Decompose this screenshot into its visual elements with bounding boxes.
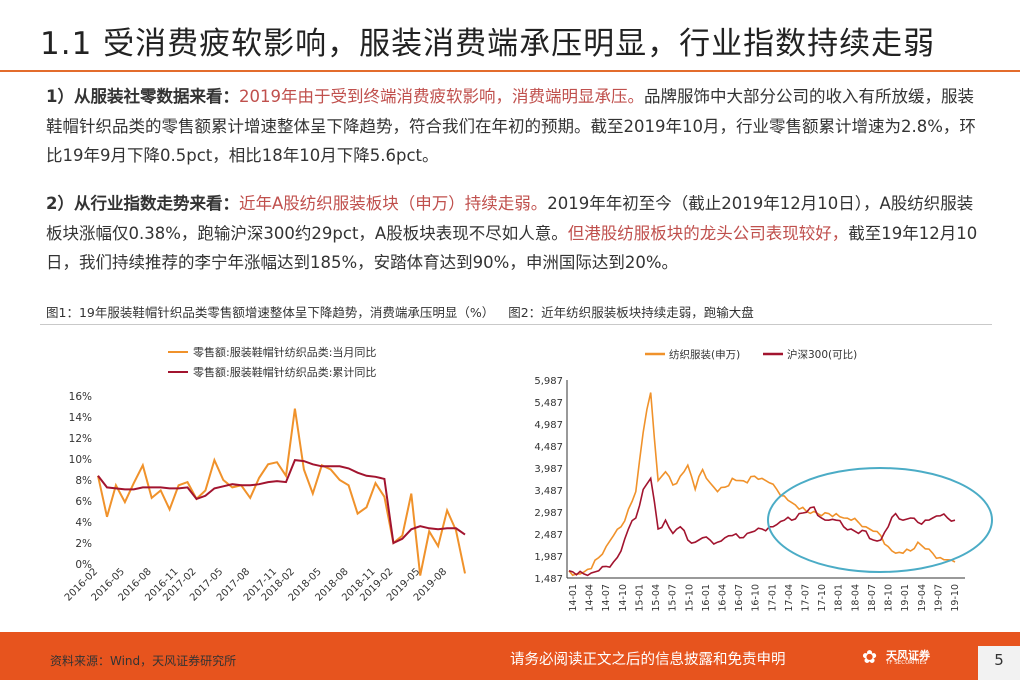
x-tick-label: 16-04 <box>717 584 728 612</box>
caption-divider <box>40 324 992 325</box>
paragraph-retail-text: 品牌服饰中大部分公司的收入有所放缓，服装鞋帽针织品类的零售额累计增速整体呈下降趋… <box>46 87 976 165</box>
slide-title: 1.1 受消费疲软影响，服装消费端承压明显，行业指数持续走弱 <box>40 26 936 62</box>
figure-2-caption: 图2：近年纺织服装板块持续走弱，跑输大盘 <box>508 305 754 320</box>
chart-textile-index: 1,487 1,987 2,487 2,987 3,487 3,987 4,487 4,987… <box>534 348 993 612</box>
company-logo: ✿ 天风证券 TF SECURITIES <box>862 645 972 671</box>
x-tick-label: 18-04 <box>850 584 861 612</box>
y-tick-label: 3,487 <box>534 486 563 497</box>
x-tick-label: 16-07 <box>734 584 745 612</box>
logo-text-en: TF SECURITIES <box>886 660 927 666</box>
x-tick-label: 14-10 <box>618 584 629 612</box>
y-tick-label: 14% <box>69 412 92 424</box>
paragraph-index-highlight-1: 近年A股纺织服装板块（申万）持续走弱。 <box>238 194 548 213</box>
x-tick-label: 15-07 <box>668 584 679 612</box>
x-tick-label: 17-01 <box>767 584 778 612</box>
x-tick-label: 16-10 <box>751 584 762 612</box>
y-tick-label: 8% <box>75 475 92 487</box>
figure-captions: 图1：19年服装鞋帽针织品类零售额增速整体呈下降趋势，消费端承压明显（%） 图2… <box>46 302 754 321</box>
title-divider <box>0 70 1020 72</box>
footer-bar: 资料来源：Wind，天风证券研究所 请务必阅读正文之后的信息披露和免责申明 ✿ … <box>0 632 1020 680</box>
paragraph-retail-highlight: 2019年由于受到终端消费疲软影响，消费端明显承压。 <box>238 87 644 106</box>
chart-retail-growth: 0%2%4%6%8%10%12%14%16%2016-022016-052016… <box>63 345 466 604</box>
figure-1-caption: 图1：19年服装鞋帽针织品类零售额增速整体呈下降趋势，消费端承压明显（%） <box>46 305 495 320</box>
footer-source: 资料来源：Wind，天风证券研究所 <box>50 654 237 668</box>
x-tick-label: 15-01 <box>634 584 645 612</box>
y-tick-label: 3,987 <box>534 464 563 475</box>
footer-disclaimer: 请务必阅读正文之后的信息披露和免责申明 <box>510 652 786 668</box>
paragraph-index-highlight-2: 但港股纺服板块的龙头公司表现较好， <box>567 223 849 243</box>
y-tick-label: 4,987 <box>534 420 563 431</box>
y-tick-label: 6% <box>75 496 92 508</box>
x-tick-label: 19-07 <box>933 584 944 612</box>
x-tick-label: 19-04 <box>917 584 928 612</box>
paragraph-retail: 1）从服装社零数据来看：2019年由于受到终端消费疲软影响，消费端明显承压。品牌… <box>46 82 981 171</box>
x-tick-label: 16-01 <box>701 584 712 612</box>
x-tick-label: 14-07 <box>601 584 612 612</box>
x-tick-label: 17-04 <box>784 584 795 612</box>
y-tick-label: 12% <box>69 433 92 445</box>
y-tick-label: 16% <box>69 391 92 403</box>
series-line-2 <box>97 459 466 545</box>
page-number: 5 <box>978 646 1020 680</box>
x-tick-label: 18-01 <box>834 584 845 612</box>
paragraph-index-heading: 2）从行业指数走势来看： <box>46 194 239 213</box>
logo-text-cn: 天风证券 <box>886 649 930 662</box>
y-tick-label: 1,987 <box>534 552 563 563</box>
legend-label: 沪深300(可比) <box>787 348 857 361</box>
series-line-1 <box>568 392 956 577</box>
paragraph-index-text-1: 2019年年初至今（截止2019年12月10日），A股纺织服装板块涨幅仅0.38… <box>46 194 974 243</box>
x-tick-label: 19-01 <box>900 584 911 612</box>
y-tick-label: 2% <box>75 538 92 550</box>
y-tick-label: 5,487 <box>534 398 563 409</box>
x-tick-label: 15-04 <box>651 584 662 612</box>
y-tick-label: 2,987 <box>534 508 563 519</box>
x-tick-label: 19-10 <box>950 584 961 612</box>
x-tick-label: 17-07 <box>801 584 812 612</box>
x-tick-label: 14-04 <box>585 584 596 612</box>
x-tick-label: 18-10 <box>884 584 895 612</box>
series-line-1 <box>97 408 466 576</box>
y-tick-label: 4% <box>75 517 92 529</box>
x-tick-label: 17-10 <box>817 584 828 612</box>
legend-label: 零售额:服装鞋帽针纺织品类:累计同比 <box>193 365 376 379</box>
legend-label: 零售额:服装鞋帽针纺织品类:当月同比 <box>193 345 376 359</box>
y-tick-label: 1,487 <box>534 574 563 585</box>
x-tick-label: 18-07 <box>867 584 878 612</box>
y-tick-label: 5,987 <box>534 376 563 387</box>
legend-label: 纺织服装(申万) <box>669 348 740 361</box>
y-tick-label: 4,487 <box>534 442 563 453</box>
y-tick-label: 10% <box>69 454 92 466</box>
x-tick-label: 14-01 <box>568 584 579 612</box>
flower-logo-icon: ✿ <box>862 647 878 668</box>
y-tick-label: 0% <box>75 559 92 571</box>
highlight-ellipse <box>767 467 993 573</box>
y-tick-label: 2,487 <box>534 530 563 541</box>
paragraph-retail-heading: 1）从服装社零数据来看： <box>46 87 239 106</box>
x-tick-label: 15-10 <box>684 584 695 612</box>
paragraph-index-text-2: 截至19年12月10日，我们持续推荐的李宁年涨幅达到185%，安踏体育达到90%… <box>46 223 978 273</box>
series-line-2 <box>568 476 956 577</box>
paragraph-index: 2）从行业指数走势来看：近年A股纺织服装板块（申万）持续走弱。2019年年初至今… <box>46 189 981 278</box>
